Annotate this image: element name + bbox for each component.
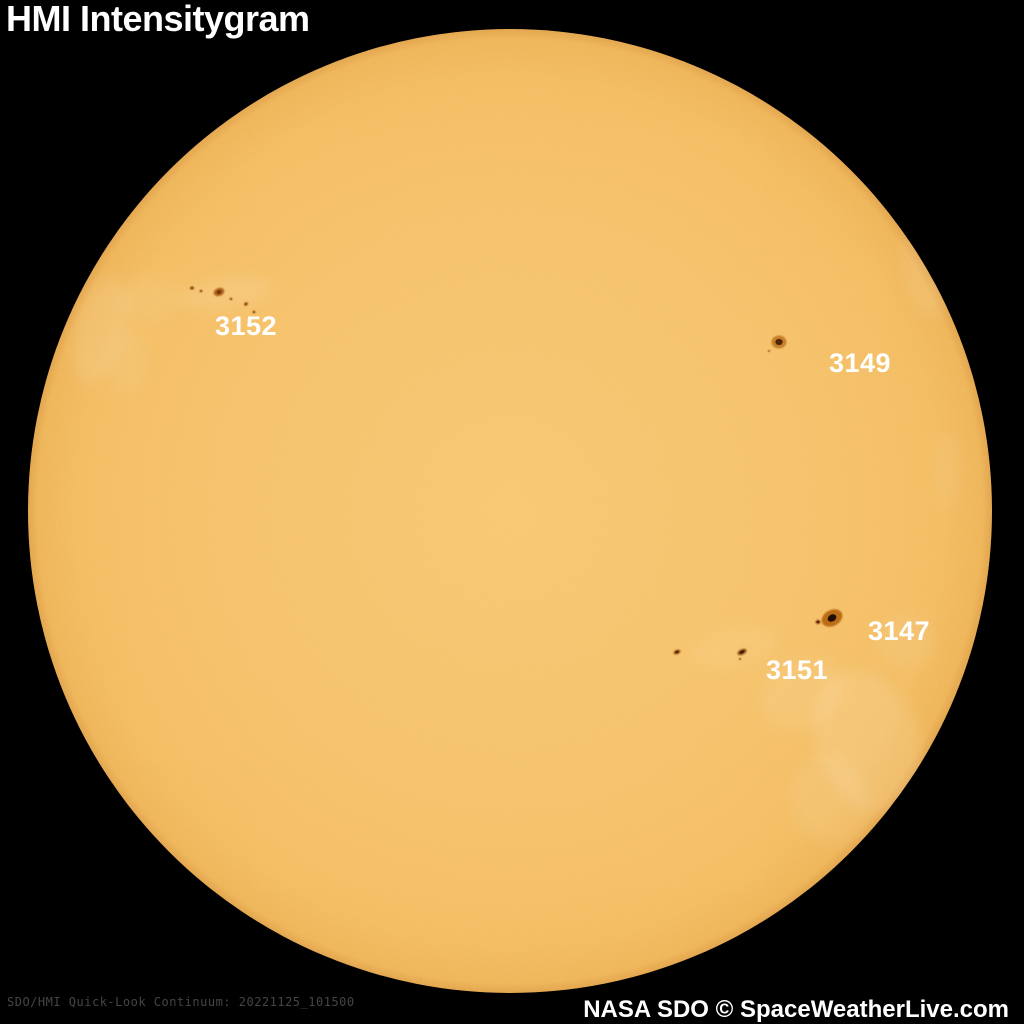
facula-patch (177, 275, 273, 311)
facula-patch (760, 657, 844, 731)
facula-patch (107, 328, 149, 396)
sunspot-core-3151 (675, 650, 679, 654)
region-label-3151: 3151 (766, 655, 829, 685)
region-label-3149: 3149 (829, 348, 892, 378)
page-title: HMI Intensitygram (6, 0, 310, 39)
facula-patch (120, 277, 180, 323)
region-label-3147: 3147 (868, 616, 931, 646)
sunspot-core-3147 (827, 614, 837, 622)
credit-caption: NASA SDO © SpaceWeatherLive.com (583, 996, 1009, 1023)
facula-patch (690, 626, 780, 670)
sunspot-core-3152 (230, 298, 232, 300)
sunspot-core-3152 (200, 290, 202, 292)
sunspot-core-3149 (768, 350, 770, 352)
observation-caption: SDO/HMI Quick-Look Continuum: 20221125_1… (7, 995, 355, 1009)
sunspot-core-3152 (244, 303, 248, 305)
sunspot-core-3151 (739, 658, 741, 660)
sunspots-layer (189, 286, 843, 660)
sunspot-core-3152 (253, 311, 255, 313)
sunspot-core-3147 (816, 620, 820, 624)
sunspot-core-3151 (739, 650, 745, 654)
sunspot-core-3152 (190, 287, 194, 289)
sunspot-core-3152 (216, 289, 222, 295)
facula-patch (878, 614, 934, 670)
region-label-3152: 3152 (215, 311, 278, 341)
facula-patch (935, 432, 961, 508)
sunspot-core-3149 (775, 338, 783, 346)
facula-patch (789, 755, 871, 845)
faculae-layer (71, 226, 961, 845)
